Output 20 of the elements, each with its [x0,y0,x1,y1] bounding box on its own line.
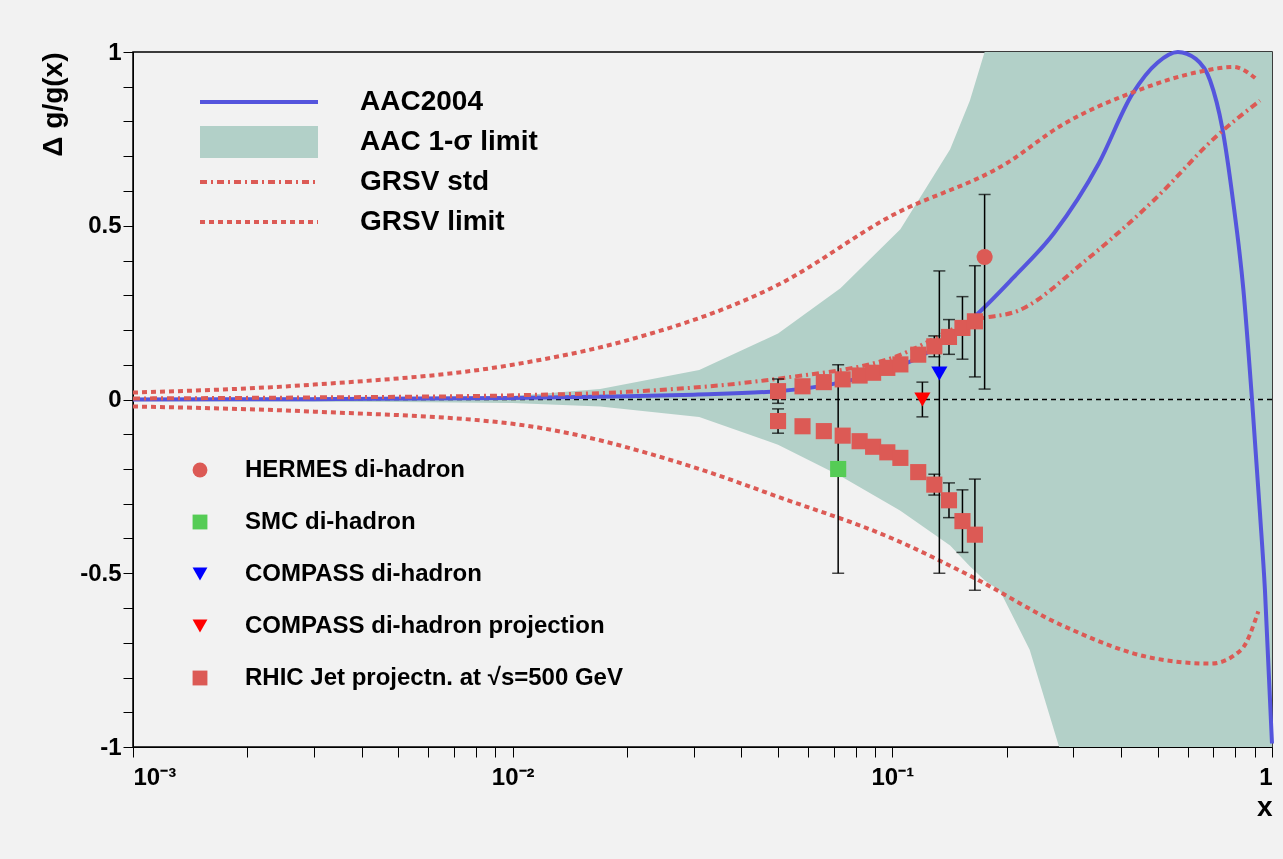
y-tick-label: 0.5 [88,211,122,239]
y-tick-label: 1 [108,37,122,65]
y-tick-label: -1 [100,732,122,760]
legend-label: COMPASS di-hadron projection [245,611,605,638]
legend-label: AAC2004 [360,85,484,116]
y-tick-label: -0.5 [80,558,122,586]
legend-label: COMPASS di-hadron [245,559,482,586]
x-tick-label: 1 [1259,762,1273,790]
legend-label: AAC 1-σ limit [360,125,538,156]
x-tick-label: 10⁻¹ [871,762,915,790]
legend-label: RHIC Jet projectn. at √s=500 GeV [245,663,623,690]
x-tick-label: 10⁻³ [133,762,177,790]
y-tick-label: 0 [108,385,122,412]
legend-label: GRSV std [360,165,490,196]
x-tick-label: 10⁻² [491,762,535,790]
x-axis-title: x [1256,790,1273,822]
legend-label: HERMES di-hadron [245,455,465,482]
legend-label: SMC di-hadron [245,507,416,534]
y-axis-title: Δ g/g(x) [37,52,69,157]
legend-label: GRSV limit [360,205,505,236]
